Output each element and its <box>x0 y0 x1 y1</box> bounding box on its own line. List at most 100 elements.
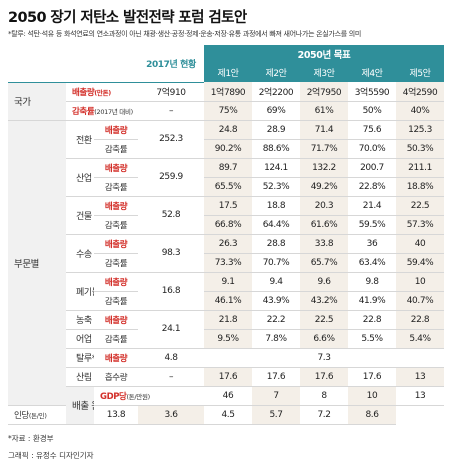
capita-base: 13.8 <box>94 405 138 425</box>
sector-reduction-value: 5.5% <box>348 329 396 349</box>
leakage-row: 탈루* 등 배출량 4.8 7.3 <box>8 348 445 368</box>
header-base-year: 2017년 현황 <box>138 45 204 83</box>
sector-emission-value: 22.2 <box>252 310 300 330</box>
header-plan-2: 제2안 <box>252 63 300 82</box>
sector-reduction-value: 40.7% <box>396 291 445 311</box>
sector-name-2: 어업 <box>66 329 94 349</box>
header-target: 2050년 목표 <box>204 45 445 63</box>
national-reduction-sub: (2017년 대비) <box>94 107 133 116</box>
sector-reduction-value: 59.5% <box>348 215 396 235</box>
forest-value: 17.6 <box>252 367 300 387</box>
sector-reduction-value: 43.2% <box>300 291 348 311</box>
sector-emission-value: 22.8 <box>396 310 445 330</box>
national-reduction-2: 69% <box>252 101 300 121</box>
forest-name: 산림 <box>66 367 94 387</box>
reduction-label: 감축률 <box>94 139 138 159</box>
sector-emission-value: 40 <box>396 234 445 254</box>
capita-value: 5.7 <box>252 405 300 425</box>
sector-name: 폐기물 <box>66 272 94 311</box>
sector-name: 전환 <box>66 120 94 159</box>
leakage-value: 7.3 <box>204 348 445 368</box>
sector-emission-value: 28.9 <box>252 120 300 140</box>
header-row-2: 제1안 제2안 제3안 제4안 제5안 <box>8 63 445 83</box>
emission-label: 배출량 <box>94 196 138 216</box>
reduction-label: 감축률 <box>94 215 138 235</box>
leakage-name: 탈루* 등 <box>66 348 94 368</box>
group-sectors: 부문별 <box>8 120 66 406</box>
sector-base: 16.8 <box>138 272 204 311</box>
sector-reduction-row: 감축률 90.2% 88.6% 71.7% 70.0% 50.3% <box>8 139 445 159</box>
forest-value: 17.6 <box>204 367 252 387</box>
emission-label: 배출량 <box>94 120 138 140</box>
gdp-value: 7 <box>252 386 300 406</box>
sector-emission-value: 18.8 <box>252 196 300 216</box>
sector-reduction-value: 63.4% <box>348 253 396 273</box>
emission-label: 배출량 <box>94 310 138 330</box>
forest-row: 산림 흡수량 – 17.6 17.6 17.6 17.6 13 <box>8 367 445 387</box>
sector-reduction-value: 59.4% <box>396 253 445 273</box>
sector-reduction-value: 9.5% <box>204 329 252 349</box>
sector-reduction-value: 50.3% <box>396 139 445 159</box>
reduction-label: 감축률 <box>94 177 138 197</box>
sector-reduction-value: 65.5% <box>204 177 252 197</box>
sector-name: 산업 <box>66 158 94 197</box>
sector-base: 259.9 <box>138 158 204 197</box>
national-emission-3: 2억7950 <box>300 82 348 102</box>
sector-reduction-row: 감축률 66.8% 64.4% 61.6% 59.5% 57.3% <box>8 215 445 235</box>
national-emission-label: 배출량 <box>72 87 95 98</box>
forest-base: – <box>138 367 204 387</box>
sector-reduction-row: 감축률 65.5% 52.3% 49.2% 22.8% 18.8% <box>8 177 445 197</box>
sector-emission-value: 24.8 <box>204 120 252 140</box>
national-reduction-5: 40% <box>396 101 445 121</box>
gdp-value: 8 <box>300 386 348 406</box>
sector-reduction-value: 71.7% <box>300 139 348 159</box>
national-reduction-4: 50% <box>348 101 396 121</box>
sector-emission-value: 10 <box>396 272 445 292</box>
capita-label: 인당 <box>14 410 29 421</box>
national-reduction-label: 감축률 <box>72 106 95 117</box>
national-reduction-row: 감축률(2017년 대비) – 75% 69% 61% 50% 40% <box>8 101 445 121</box>
sector-emission-value: 71.4 <box>300 120 348 140</box>
reduction-label: 감축률 <box>94 291 138 311</box>
national-reduction-3: 61% <box>300 101 348 121</box>
capita-value: 4.5 <box>204 405 252 425</box>
gdp-value: 10 <box>348 386 396 406</box>
footnote-leakage: *탈루: 석탄·석유 등 화석연료의 연소과정이 아닌 채광·생산·공정·정제·… <box>8 30 362 38</box>
sector-emission-value: 9.8 <box>348 272 396 292</box>
sector-reduction-value: 18.8% <box>396 177 445 197</box>
source-note: *자료 : 환경부 <box>8 434 54 443</box>
sector-emission-value: 21.8 <box>204 310 252 330</box>
national-emission-unit: (만톤) <box>94 88 111 97</box>
sector-reduction-value: 49.2% <box>300 177 348 197</box>
sector-emission-value: 28.8 <box>252 234 300 254</box>
sector-reduction-value: 22.8% <box>348 177 396 197</box>
sector-emission-value: 211.1 <box>396 158 445 178</box>
sector-name: 수송 <box>66 234 94 273</box>
reduction-label: 감축률 <box>94 329 138 349</box>
page-title: 2050 장기 저탄소 발전전략 포럼 검토안 <box>8 10 247 26</box>
sector-reduction-value: 43.9% <box>252 291 300 311</box>
national-emission-1: 1억7890 <box>204 82 252 102</box>
sector-row: 건물 배출량 52.8 17.5 18.8 20.3 21.4 22.5 <box>8 196 445 235</box>
sector-reduction-value: 70.7% <box>252 253 300 273</box>
sector-emission-value: 26.3 <box>204 234 252 254</box>
sector-emission-value: 33.8 <box>300 234 348 254</box>
forest-value: 13 <box>396 367 445 387</box>
sector-emission-value: 200.7 <box>348 158 396 178</box>
sector-base: 98.3 <box>138 234 204 273</box>
sector-emission-value: 75.6 <box>348 120 396 140</box>
sector-row: 농축 배출량 24.1 21.8 22.2 22.5 22.8 22.8 <box>8 310 445 349</box>
leakage-base: 4.8 <box>138 348 204 368</box>
sector-reduction-value: 6.6% <box>300 329 348 349</box>
national-base: 7억910 <box>138 82 204 102</box>
national-emission-2: 2억2200 <box>252 82 300 102</box>
header-plan-3: 제3안 <box>300 63 348 82</box>
sector-reduction-value: 88.6% <box>252 139 300 159</box>
sector-reduction-value: 57.3% <box>396 215 445 235</box>
gdp-unit: (톤/만원) <box>126 392 150 401</box>
sector-emission-value: 125.3 <box>396 120 445 140</box>
gdp-label: GDP당 <box>100 391 127 402</box>
sector-emission-value: 22.8 <box>348 310 396 330</box>
national-emission-4: 3억5590 <box>348 82 396 102</box>
emission-label: 배출량 <box>94 234 138 254</box>
